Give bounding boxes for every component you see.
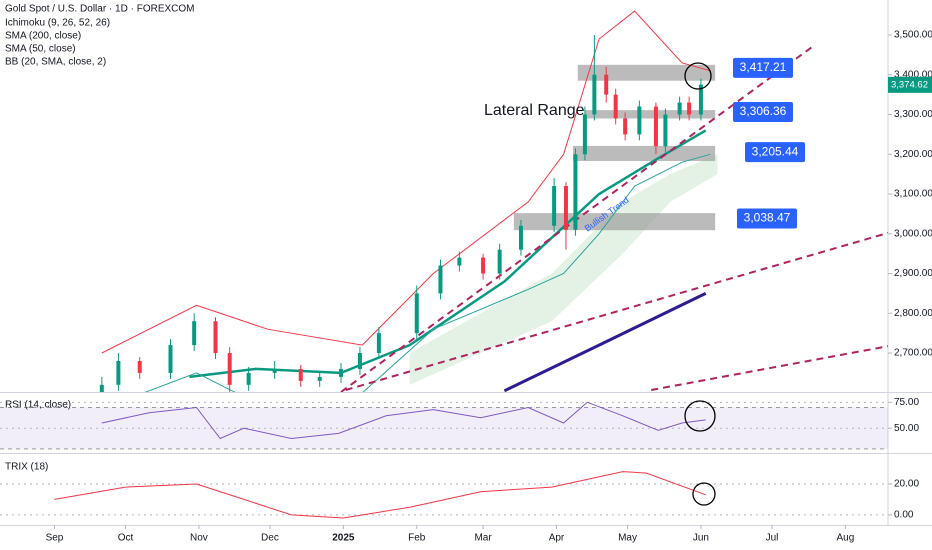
x-tick-label: Oct: [118, 533, 134, 544]
x-tick-label: 2025: [332, 533, 355, 544]
trendline: [651, 345, 888, 391]
zone: [513, 213, 716, 231]
highlight-circle: [692, 482, 716, 506]
candle-body: [563, 186, 568, 230]
candle-body: [168, 345, 173, 373]
y-tick-label: 3,500.00: [894, 30, 932, 41]
candle-body: [137, 360, 142, 373]
candle-body: [99, 384, 104, 392]
y-tick-label: 3,100.00: [894, 189, 932, 200]
rsi-title: RSI (14, close): [5, 400, 71, 411]
zone-label: 3,306.36: [740, 104, 787, 118]
highlight-circle: [684, 62, 712, 90]
candle-body: [552, 186, 557, 226]
overlay-line: [101, 10, 711, 354]
trix-title: TRIX (18): [5, 462, 48, 473]
y-tick-label: 2,700.00: [894, 348, 932, 359]
zone-label-box: [737, 208, 797, 229]
candle-body: [246, 372, 251, 385]
x-tick-label: May: [618, 533, 637, 544]
candle-body: [592, 74, 597, 115]
legend-item: Ichimoku (9, 26, 52, 26): [5, 18, 110, 29]
y-tick-label: 20.00: [894, 479, 919, 490]
candle-body: [376, 333, 381, 354]
candle-body: [653, 106, 658, 147]
overlay-line: [503, 292, 707, 392]
x-tick-label: Feb: [408, 533, 426, 544]
candle-body: [613, 94, 618, 119]
candle-body: [298, 368, 303, 381]
zone-label: 3,205.44: [752, 144, 799, 158]
candle-body: [663, 114, 668, 147]
candle-body: [518, 225, 523, 250]
candle-body: [192, 321, 197, 346]
y-tick-label: 2,900.00: [894, 268, 932, 279]
candle-body: [357, 353, 362, 369]
zone: [573, 145, 716, 162]
zone-label: 3,417.21: [740, 60, 787, 74]
candle-body: [414, 293, 419, 334]
zone-label-box: [745, 142, 805, 163]
candle-body: [677, 102, 682, 115]
zone-label-box: [733, 57, 793, 78]
candle-body: [213, 321, 218, 354]
candle-body: [438, 265, 443, 294]
candle-body: [604, 74, 609, 95]
candle-body: [481, 257, 486, 274]
x-tick-label: Jul: [766, 533, 779, 544]
legend-item: BB (20, SMA, close, 2): [5, 57, 106, 68]
y-tick-label: 3,200.00: [894, 149, 932, 160]
rsi-panel: [0, 401, 888, 450]
annotation: Lateral Range: [484, 102, 585, 119]
candle-body: [637, 106, 642, 135]
x-tick-label: Mar: [474, 533, 492, 544]
y-tick-label: 0.00: [894, 510, 914, 521]
candle-body: [272, 368, 277, 373]
highlight-circle: [684, 400, 716, 432]
y-tick-label: 3,400.00: [894, 69, 932, 80]
x-tick-label: Jun: [693, 533, 709, 544]
candle-body: [497, 249, 502, 274]
x-tick-label: Aug: [836, 533, 854, 544]
y-tick-label: 75.00: [894, 397, 919, 408]
main-panel: [99, 10, 888, 392]
zone: [584, 110, 716, 119]
x-tick-label: Sep: [46, 533, 64, 544]
trix-line: [54, 471, 706, 519]
trix-panel: [0, 471, 888, 519]
candle-body: [227, 353, 232, 385]
ichimoku-cloud: [409, 154, 718, 385]
candle-body: [623, 118, 628, 135]
y-tick-label: 3,300.00: [894, 109, 932, 120]
last-price-box: [888, 76, 932, 93]
zone-label: 3,038.47: [744, 211, 791, 225]
zone-label-box: [733, 101, 793, 122]
candle-body: [457, 257, 462, 266]
chart-title: Gold Spot / U.S. Dollar · 1D · FOREXCOM: [5, 4, 195, 15]
candle-body: [698, 84, 703, 115]
y-tick-label: 3,000.00: [894, 228, 932, 239]
x-tick-label: Apr: [549, 533, 565, 544]
x-tick-label: Nov: [190, 533, 208, 544]
zone: [577, 64, 716, 81]
x-tick-label: Dec: [261, 533, 279, 544]
trendline: [345, 231, 888, 391]
candle-body: [687, 102, 692, 115]
last-price-label: 3,374.62: [891, 79, 928, 90]
candle-body: [582, 114, 587, 155]
y-tick-label: 50.00: [894, 423, 919, 434]
legend-item: SMA (50, close): [5, 44, 76, 55]
overlay-line: [144, 153, 711, 392]
candle-body: [338, 368, 343, 377]
candle-body: [573, 154, 578, 230]
legend-item: SMA (200, close): [5, 31, 81, 42]
candle-body: [317, 376, 322, 381]
candle-body: [116, 360, 121, 385]
overlay-line: [189, 129, 707, 379]
rsi-line: [101, 401, 706, 440]
y-tick-label: 2,800.00: [894, 308, 932, 319]
axes: Sep Oct Nov Dec 2025 Feb Mar Apr May Jun Jul Aug 3,5…: [46, 30, 932, 544]
